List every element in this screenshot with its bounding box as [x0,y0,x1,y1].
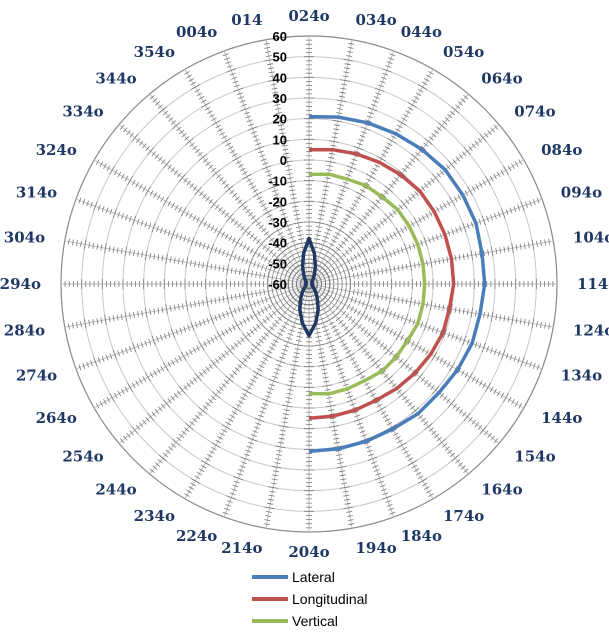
radial-axis-labels: 60 50 40 30 20 10 0 -10 -20 -30 -40 -50 -60 [268,29,287,292]
spoke-ticks [222,286,311,515]
spoke-ticks [311,197,540,286]
angle-label: 294o [0,275,41,293]
angle-label: 354o [134,43,175,61]
angle-label: 024o [288,7,329,25]
angle-label: 064o [481,70,522,88]
angle-label: 004o [176,23,217,41]
legend-swatch [252,597,288,601]
radial-tick-label: 30 [273,91,287,106]
angle-label: 054o [443,43,484,61]
angle-label: 094o [561,183,602,201]
angle-label: 034o [356,11,397,29]
angle-label: 124o [573,322,609,340]
angle-label: 214o [221,539,262,557]
legend-swatch [252,575,288,579]
series-lateral-line [308,114,487,454]
angle-label: 274o [16,367,57,385]
angle-label: 014 [231,11,262,29]
angle-label: 084o [541,141,582,159]
legend-label: Longitudinal [292,591,368,607]
radial-tick-label: -30 [268,215,287,230]
angle-label: 244o [95,480,136,498]
radial-tick-label: 0 [280,153,287,168]
angle-label: 194o [356,539,397,557]
angle-label: 164o [481,480,522,498]
spoke-ticks [78,282,307,371]
angle-label: 144o [541,409,582,427]
legend-label: Lateral [292,569,335,585]
angle-label: 134o [561,367,602,385]
angle-label: 074o [514,103,555,121]
angle-label: 224o [176,527,217,545]
spoke-ticks [311,282,540,371]
angle-label: 234o [134,507,175,525]
radial-tick-label: 10 [273,132,287,147]
angle-label: 304o [4,229,45,247]
radial-tick-label: -20 [268,194,287,209]
legend-item: Vertical [252,610,452,632]
series-inner-line [298,236,320,338]
legend-swatch [252,619,288,623]
angle-label: 314o [16,183,57,201]
radial-tick-label: 40 [273,70,287,85]
radial-tick-label: -60 [268,277,287,292]
angle-label: 174o [443,507,484,525]
radial-tick-label: -50 [268,256,287,271]
angle-label: 204o [288,543,329,560]
radial-tick-label: 60 [273,29,287,44]
angle-label: 264o [36,409,77,427]
legend-label: Vertical [292,613,338,629]
spoke-ticks [222,53,311,282]
angle-label: 104o [573,229,609,247]
spoke-ticks [307,53,396,282]
legend: Lateral Longitudinal Vertical [252,566,452,632]
angle-label: 184o [401,527,442,545]
series-longitudinal-line [308,147,456,421]
angle-label: 324o [36,141,77,159]
spoke-ticks [307,286,396,515]
series-vertical-line [308,172,427,396]
angle-label: 114o [577,275,609,293]
radial-tick-label: -10 [268,174,287,189]
angle-label: 044o [401,23,442,41]
angle-label: 154o [514,447,555,465]
angle-label: 334o [62,103,103,121]
radial-tick-label: 50 [273,50,287,65]
series-layer [298,114,487,454]
radial-tick-label: 20 [273,112,287,127]
radial-tick-label: -40 [268,236,287,251]
angle-label: 284o [4,322,45,340]
legend-item: Lateral [252,566,452,588]
legend-item: Longitudinal [252,588,452,610]
angle-label: 344o [95,70,136,88]
angle-label: 254o [62,447,103,465]
